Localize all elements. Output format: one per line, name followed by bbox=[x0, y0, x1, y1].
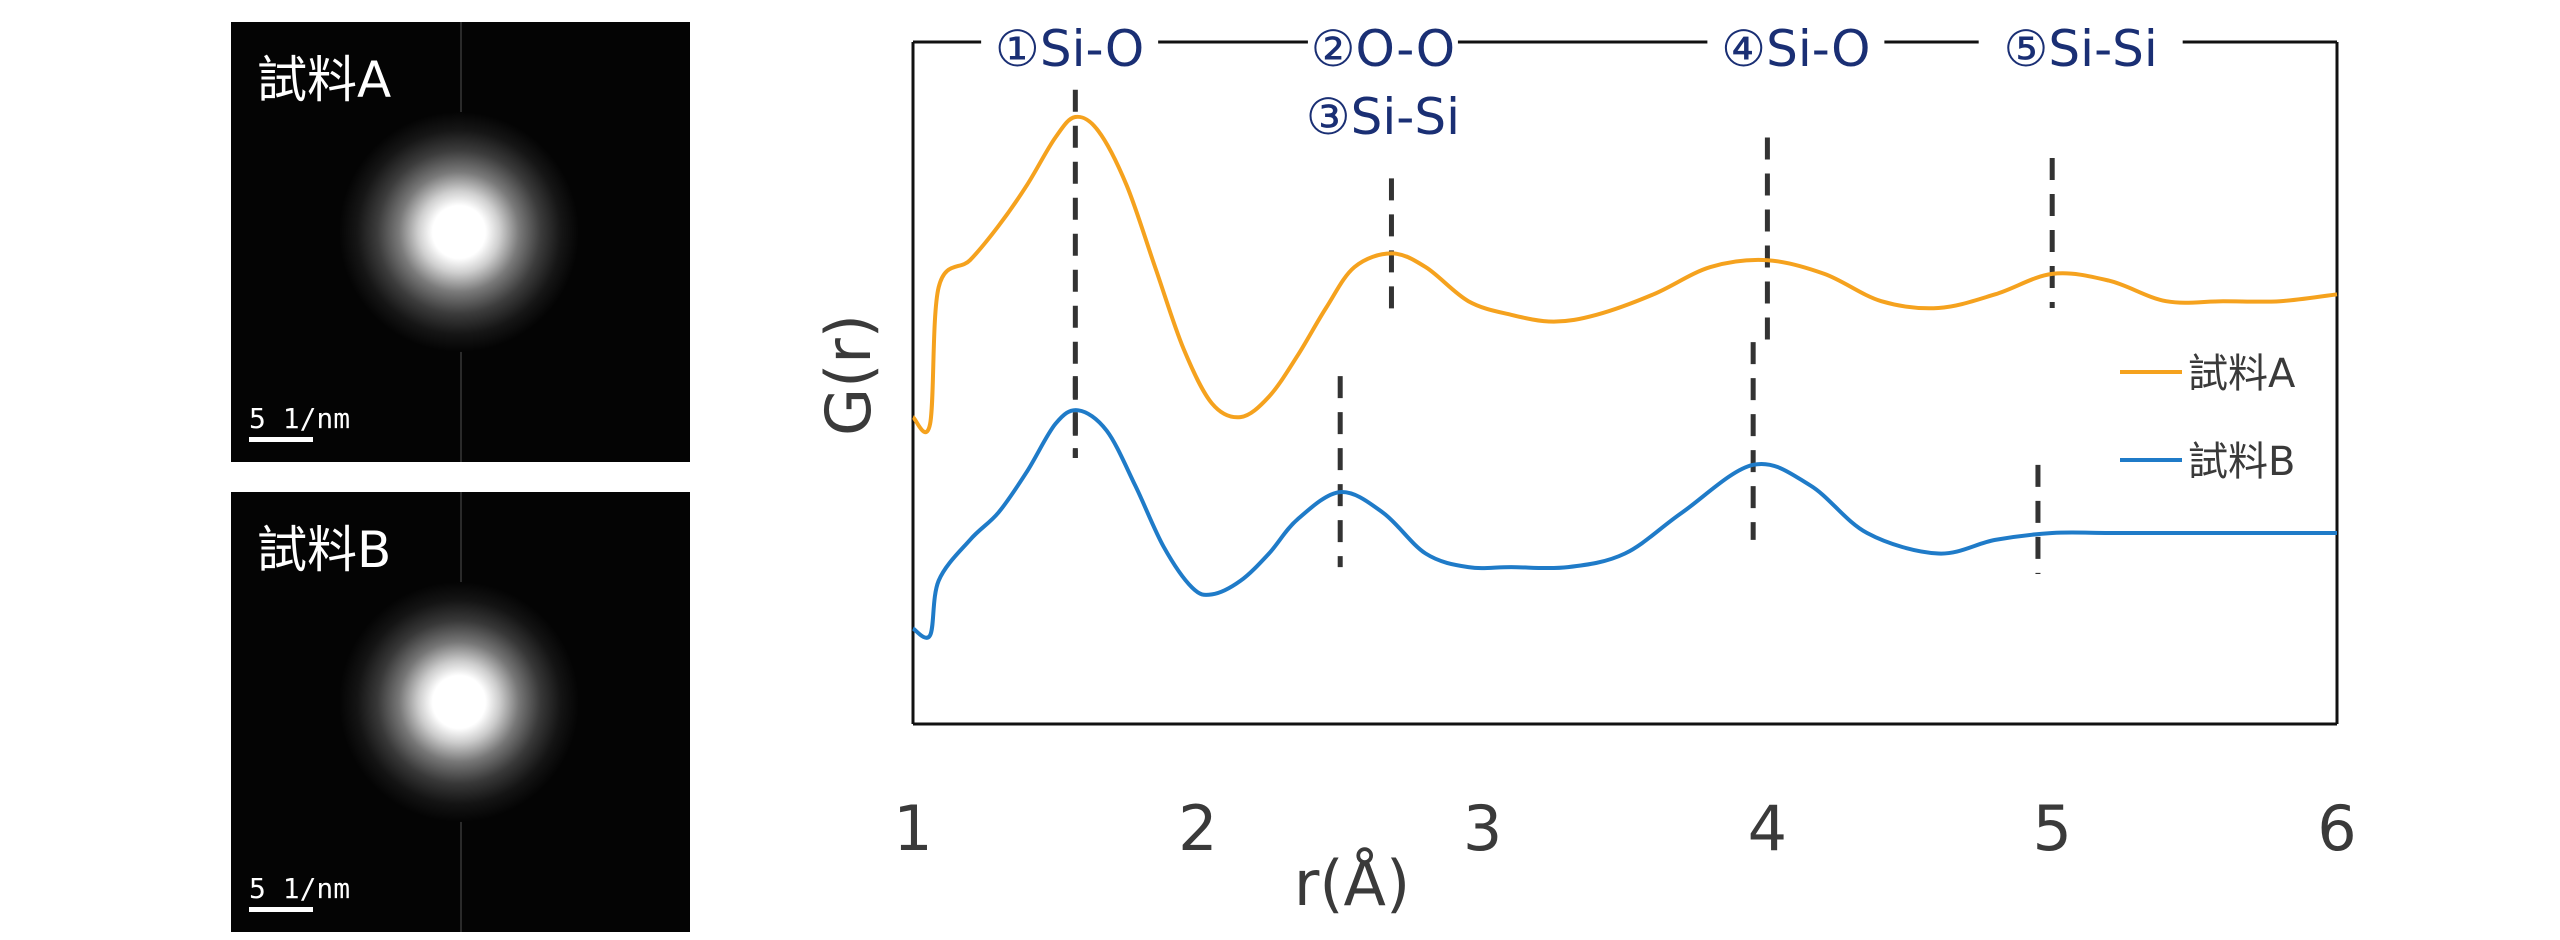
x-tick-label: 1 bbox=[893, 792, 932, 865]
peak-annotation: ③Si-Si bbox=[1306, 88, 1460, 146]
peak-annotation: ④Si-O bbox=[1721, 20, 1870, 78]
series-group bbox=[911, 114, 2338, 640]
diffraction-panel-b: 試料B 5 1/nm bbox=[231, 492, 690, 932]
x-axis-label: r(Å) bbox=[1294, 847, 1410, 920]
peak-annotation: ①Si-O bbox=[995, 20, 1144, 78]
x-tick-label: 4 bbox=[1748, 792, 1787, 865]
x-tick-label: 6 bbox=[2317, 792, 2356, 865]
diffraction-panel-a: 試料A 5 1/nm bbox=[231, 22, 690, 462]
series-line-b bbox=[911, 408, 2337, 640]
panel-label-a: 試料A bbox=[257, 51, 392, 109]
x-tick-label: 2 bbox=[1178, 792, 1217, 865]
scale-bar-text-b: 5 1/nm bbox=[249, 872, 351, 905]
x-tick-label: 5 bbox=[2032, 792, 2071, 865]
diffraction-pattern-b bbox=[339, 492, 579, 932]
scale-bar-text-a: 5 1/nm bbox=[249, 402, 351, 435]
x-tick-label: 3 bbox=[1463, 792, 1502, 865]
series-line-a bbox=[911, 114, 2338, 435]
annotation-group: ①Si-O ②O-O ③Si-Si ④Si-O ⑤Si-Si bbox=[995, 20, 2158, 146]
peak-marker-group bbox=[1072, 89, 2055, 574]
peak-annotation: ②O-O bbox=[1311, 20, 1455, 78]
diffraction-pattern-a bbox=[339, 22, 579, 462]
scale-bar-b bbox=[249, 907, 313, 912]
panel-label-b: 試料B bbox=[257, 521, 392, 579]
peak-annotation: ⑤Si-Si bbox=[2004, 20, 2158, 78]
legend-label: 試料A bbox=[2188, 351, 2296, 397]
plot-frame bbox=[911, 40, 2339, 726]
legend-label: 試料B bbox=[2188, 439, 2295, 485]
y-axis-label: G(r) bbox=[812, 314, 885, 436]
legend: 試料A 試料B bbox=[2120, 351, 2296, 485]
scale-bar-a bbox=[249, 437, 313, 442]
x-tick-label-group: 1 2 3 4 5 6 bbox=[893, 792, 2356, 865]
